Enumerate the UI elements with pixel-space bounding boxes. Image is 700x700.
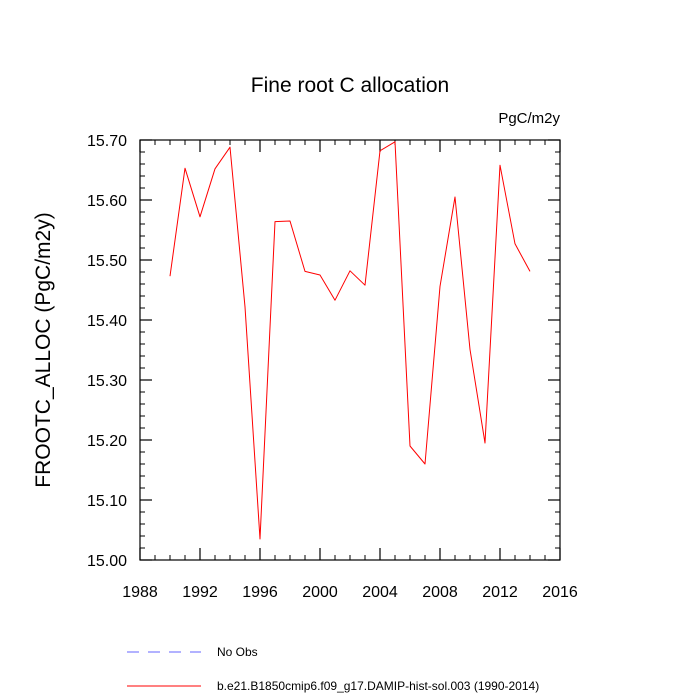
data-series (169, 141, 531, 540)
y-tick-label: 15.50 (87, 253, 127, 270)
x-tick-label: 2008 (422, 584, 458, 601)
y-axis-label: FROOTC_ALLOC (PgC/m2y) (32, 212, 55, 487)
x-tick-label: 2004 (362, 584, 398, 601)
x-tick-label: 1996 (242, 584, 278, 601)
units-label: PgC/m2y (498, 110, 560, 127)
y-tick-label: 15.40 (87, 313, 127, 330)
x-tick-label: 2000 (302, 584, 338, 601)
y-tick-label: 15.60 (87, 193, 127, 210)
legend-label-model-run: b.e21.B1850cmip6.f09_g17.DAMIP-hist-sol.… (217, 679, 539, 693)
y-tick-label: 15.00 (87, 553, 127, 570)
legend: No Obs b.e21.B1850cmip6.f09_g17.DAMIP-hi… (127, 645, 539, 693)
x-tick-label: 1988 (122, 584, 158, 601)
plot-frame (139, 139, 561, 561)
y-tick-label: 15.10 (87, 493, 127, 510)
x-tick-label: 1992 (182, 584, 218, 601)
legend-label-no-obs: No Obs (217, 645, 258, 659)
series-line-1 (169, 141, 531, 540)
x-tick-label: 2016 (542, 584, 578, 601)
axis-tick-labels: 1988 1992 1996 2000 2004 2008 2012 2016 15.00 15.… (87, 133, 578, 601)
y-tick-label: 15.20 (87, 433, 127, 450)
axis-ticks (139, 139, 561, 561)
y-tick-label: 15.30 (87, 373, 127, 390)
chart-title: Fine root C allocation (251, 74, 449, 97)
y-tick-label: 15.70 (87, 133, 127, 150)
x-tick-label: 2012 (482, 584, 518, 601)
